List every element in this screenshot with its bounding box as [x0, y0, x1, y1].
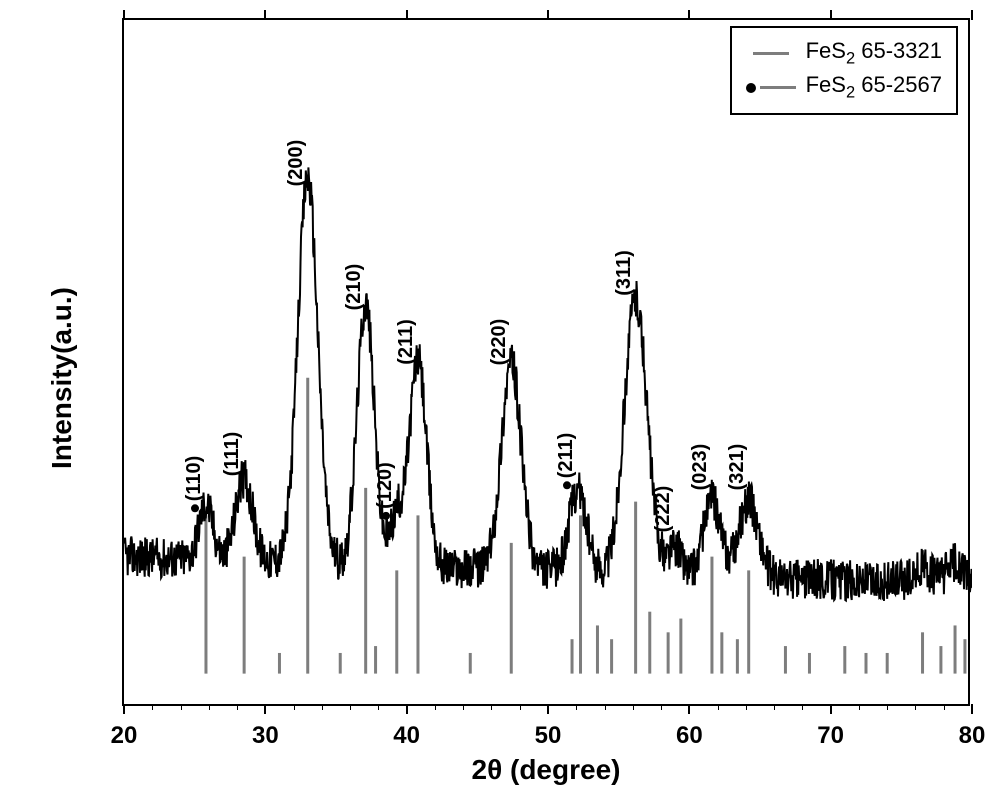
- legend-line-icon: [746, 43, 796, 63]
- peak-label: (311): [613, 251, 636, 297]
- x-tick-top: [830, 10, 832, 20]
- peak-label: (222): [652, 486, 675, 533]
- peak-label: (220): [488, 319, 511, 366]
- peak-label: (211): [555, 433, 578, 490]
- peak-label: (110): [183, 455, 206, 512]
- peak-hkl: (200): [285, 140, 307, 187]
- y-axis-label: Intensity(a.u.): [46, 287, 78, 469]
- peak-label: (210): [343, 264, 366, 311]
- peak-label: (200): [285, 140, 308, 187]
- x-tick-label: 50: [535, 722, 562, 750]
- peak-hkl: (111): [221, 432, 243, 476]
- peak-hkl: (222): [652, 486, 674, 533]
- legend-item: FeS2 65-3321: [746, 36, 942, 70]
- peak-hkl: (220): [488, 319, 510, 366]
- peak-hkl: (210): [343, 264, 365, 311]
- peak-hkl: (321): [726, 444, 748, 491]
- peak-label: (211): [395, 319, 418, 365]
- marcasite-marker-icon: [191, 504, 199, 512]
- peak-label: (321): [726, 444, 749, 491]
- peak-hkl: (023): [689, 444, 711, 491]
- legend: FeS2 65-3321 FeS2 65-2567: [730, 26, 958, 115]
- x-tick-label: 70: [817, 722, 844, 750]
- legend-text: FeS2 65-2567: [806, 72, 942, 102]
- x-tick-top: [264, 10, 266, 20]
- x-tick-top: [123, 10, 125, 20]
- peak-label: (120): [374, 463, 397, 521]
- peak-hkl: (211): [395, 319, 417, 365]
- legend-text: FeS2 65-3321: [806, 38, 942, 68]
- x-tick-top: [971, 10, 973, 20]
- marcasite-marker-icon: [381, 512, 389, 520]
- x-tick-top: [406, 10, 408, 20]
- x-tick-label: 30: [252, 722, 279, 750]
- legend-dot-line-icon: [746, 78, 796, 98]
- x-tick-label: 80: [959, 722, 986, 750]
- x-tick-label: 40: [393, 722, 420, 750]
- peak-hkl: (120): [374, 463, 396, 510]
- xrd-figure: 20 30 40 50 60 70 80 (110) (111) (200) (210) (120) (…: [0, 0, 1000, 803]
- plot-area: 20304050607080(110)(111)(200)(210)(120)(…: [122, 18, 970, 706]
- x-tick-top: [688, 10, 690, 20]
- marcasite-marker-icon: [562, 481, 570, 489]
- x-tick-top: [547, 10, 549, 20]
- legend-item: FeS2 65-2567: [746, 70, 942, 104]
- peak-hkl: (211): [555, 433, 577, 479]
- peak-label: (111): [221, 432, 244, 476]
- x-tick-label: 60: [676, 722, 703, 750]
- chart-svg: [124, 20, 972, 708]
- x-axis-label: 2θ (degree): [472, 754, 621, 786]
- peak-hkl: (110): [183, 455, 205, 501]
- x-tick-label: 20: [111, 722, 138, 750]
- xrd-trace: [124, 167, 972, 601]
- peak-hkl: (311): [613, 251, 635, 297]
- peak-label: (023): [689, 444, 712, 491]
